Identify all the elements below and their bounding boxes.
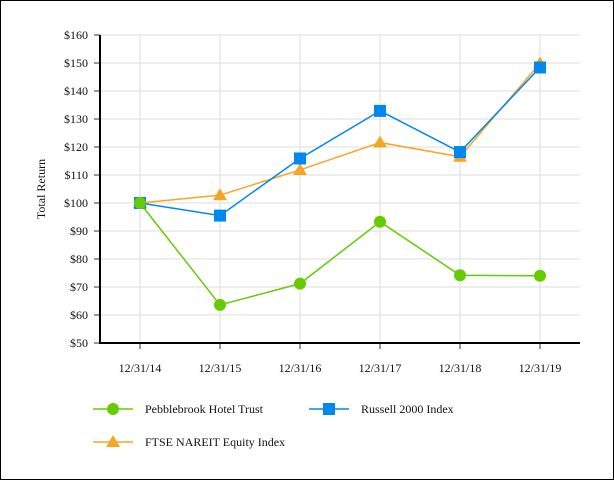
y-tick-label: $70 xyxy=(70,280,88,294)
series-line xyxy=(139,62,541,204)
series-ftse-nareit-equity-index xyxy=(133,56,547,208)
y-tick-label: $110 xyxy=(64,168,88,182)
y-tick-label: $50 xyxy=(70,336,88,350)
y-axis-label: Total Return xyxy=(34,159,48,219)
series-line xyxy=(139,66,541,217)
y-tick-label: $150 xyxy=(64,56,88,70)
legend-label: FTSE NAREIT Equity Index xyxy=(145,435,285,449)
y-tick-label: $100 xyxy=(64,196,88,210)
y-tick-label: $90 xyxy=(70,224,88,238)
y-tick-label: $120 xyxy=(64,140,88,154)
legend-item: Russell 2000 Index xyxy=(309,402,454,416)
square-marker-icon xyxy=(534,61,546,74)
legend-item: FTSE NAREIT Equity Index xyxy=(93,435,285,449)
y-tick-label: $130 xyxy=(64,112,88,126)
y-tick-label: $60 xyxy=(70,308,88,322)
circle-marker-icon xyxy=(214,298,226,311)
square-marker-icon xyxy=(214,209,226,222)
square-marker-icon xyxy=(454,146,466,159)
series-line xyxy=(139,202,541,306)
series-russell-2000-index xyxy=(134,61,546,222)
series-pebblebrook-hotel-trust xyxy=(134,197,546,311)
triangle-marker-icon xyxy=(213,188,227,201)
triangle-marker-icon xyxy=(373,135,387,148)
square-marker-icon xyxy=(294,152,306,165)
y-tick-label: $80 xyxy=(70,252,88,266)
x-tick-label: 12/31/16 xyxy=(279,361,322,375)
square-marker-icon xyxy=(323,403,335,415)
triangle-marker-icon xyxy=(293,162,307,175)
x-tick-label: 12/31/17 xyxy=(359,361,402,375)
square-marker-icon xyxy=(374,104,386,117)
y-tick-label: $160 xyxy=(64,28,88,42)
x-tick-label: 12/31/18 xyxy=(439,361,482,375)
triangle-marker-icon xyxy=(106,435,120,447)
x-tick-label: 12/31/15 xyxy=(199,361,242,375)
y-tick-label: $140 xyxy=(64,84,88,98)
x-tick-label: 12/31/14 xyxy=(119,361,162,375)
legend-label: Pebblebrook Hotel Trust xyxy=(145,402,264,416)
circle-marker-icon xyxy=(374,215,386,228)
legend-label: Russell 2000 Index xyxy=(361,402,454,416)
circle-marker-icon xyxy=(107,403,119,415)
circle-marker-icon xyxy=(134,197,146,209)
legend-item: Pebblebrook Hotel Trust xyxy=(93,402,264,416)
circle-marker-icon xyxy=(294,277,306,290)
circle-marker-icon xyxy=(454,269,466,282)
circle-marker-icon xyxy=(534,269,546,282)
x-tick-label: 12/31/19 xyxy=(519,361,562,375)
